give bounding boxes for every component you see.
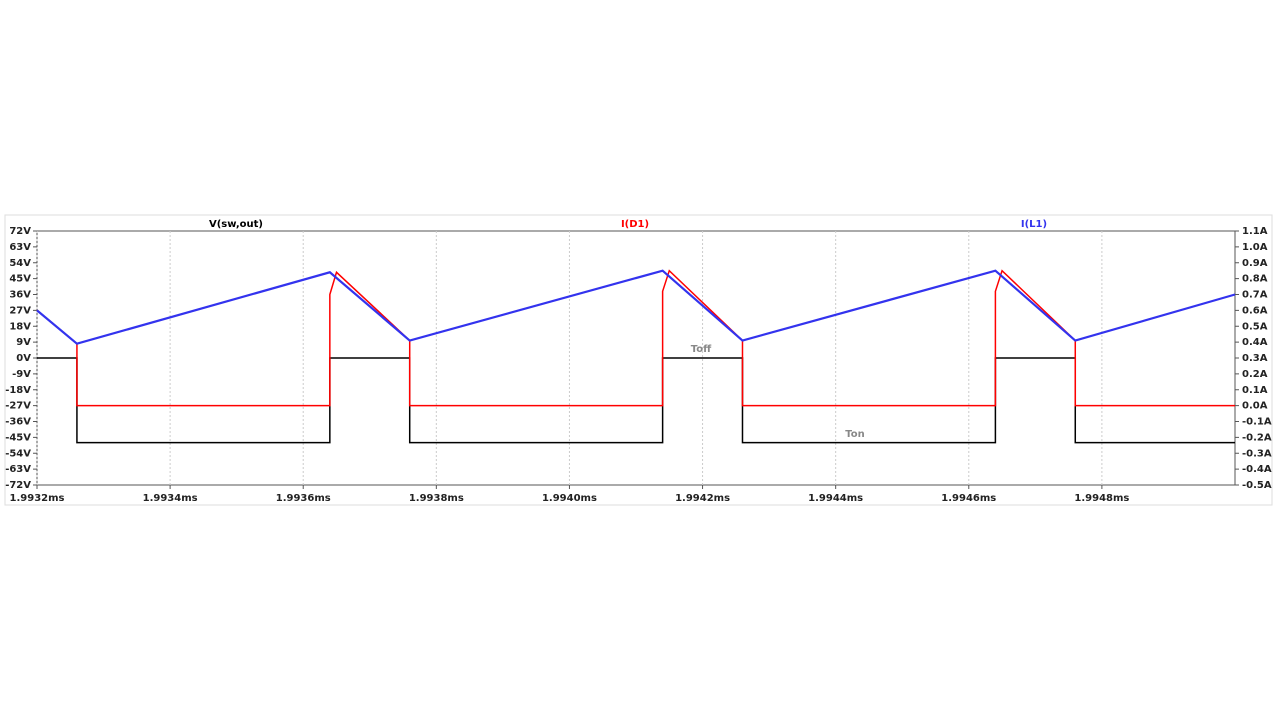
x-tick-label: 1.9944ms	[808, 493, 863, 504]
annotation: Ton	[845, 429, 864, 440]
y2-tick-label: 0.8A	[1242, 274, 1268, 285]
y2-tick-label: 0.7A	[1242, 290, 1268, 301]
legend-label: I(L1)	[1021, 219, 1047, 230]
y2-tick-label: 0.0A	[1242, 401, 1268, 412]
y2-tick-label: -0.4A	[1242, 464, 1272, 475]
y-tick-label: -72V	[5, 480, 31, 491]
y-tick-label: 63V	[9, 242, 31, 253]
y-tick-label: -54V	[5, 448, 31, 459]
annotation: Toff	[691, 344, 712, 355]
legend-label: V(sw,out)	[209, 219, 263, 230]
y-tick-label: 27V	[9, 305, 31, 316]
y-tick-label: -45V	[5, 432, 31, 443]
y-tick-label: -27V	[5, 401, 31, 412]
y-tick-label: -9V	[12, 369, 31, 380]
panel-frame	[4, 214, 1273, 506]
y2-tick-label: 0.6A	[1242, 305, 1268, 316]
y2-tick-label: 0.9A	[1242, 258, 1268, 269]
x-tick-label: 1.9932ms	[10, 493, 65, 504]
x-tick-label: 1.9946ms	[941, 493, 996, 504]
series-line	[36, 269, 1235, 407]
y-tick-label: -36V	[5, 417, 31, 428]
y-tick-label: 36V	[9, 290, 31, 301]
y2-tick-label: -0.2A	[1242, 432, 1272, 443]
y2-tick-label: 1.1A	[1242, 226, 1268, 237]
x-tick-label: 1.9938ms	[409, 493, 464, 504]
x-tick-label: 1.9934ms	[143, 493, 198, 504]
y-tick-label: 54V	[9, 258, 31, 269]
y-tick-label: 72V	[9, 226, 31, 237]
y2-tick-label: 0.2A	[1242, 369, 1268, 380]
y-tick-label: -18V	[5, 385, 31, 396]
y-tick-label: 45V	[9, 274, 31, 285]
x-tick-label: 1.9936ms	[276, 493, 331, 504]
y2-tick-label: 0.4A	[1242, 337, 1268, 348]
y-tick-label: 9V	[16, 337, 31, 348]
x-tick-label: 1.9940ms	[542, 493, 597, 504]
y2-tick-label: -0.1A	[1242, 417, 1272, 428]
series-line	[36, 269, 1236, 345]
x-tick-label: 1.9948ms	[1074, 493, 1129, 504]
y2-tick-label: 1.0A	[1242, 242, 1268, 253]
legend-label: I(D1)	[621, 219, 649, 230]
y2-tick-label: 0.3A	[1242, 353, 1268, 364]
y-tick-label: 18V	[9, 321, 31, 332]
y-tick-label: -63V	[5, 464, 31, 475]
y2-tick-label: -0.5A	[1242, 480, 1272, 491]
y2-tick-label: 0.5A	[1242, 321, 1268, 332]
y-tick-label: 0V	[16, 353, 31, 364]
y2-tick-label: -0.3A	[1242, 448, 1272, 459]
y2-tick-label: 0.1A	[1242, 385, 1268, 396]
x-tick-label: 1.9942ms	[675, 493, 730, 504]
